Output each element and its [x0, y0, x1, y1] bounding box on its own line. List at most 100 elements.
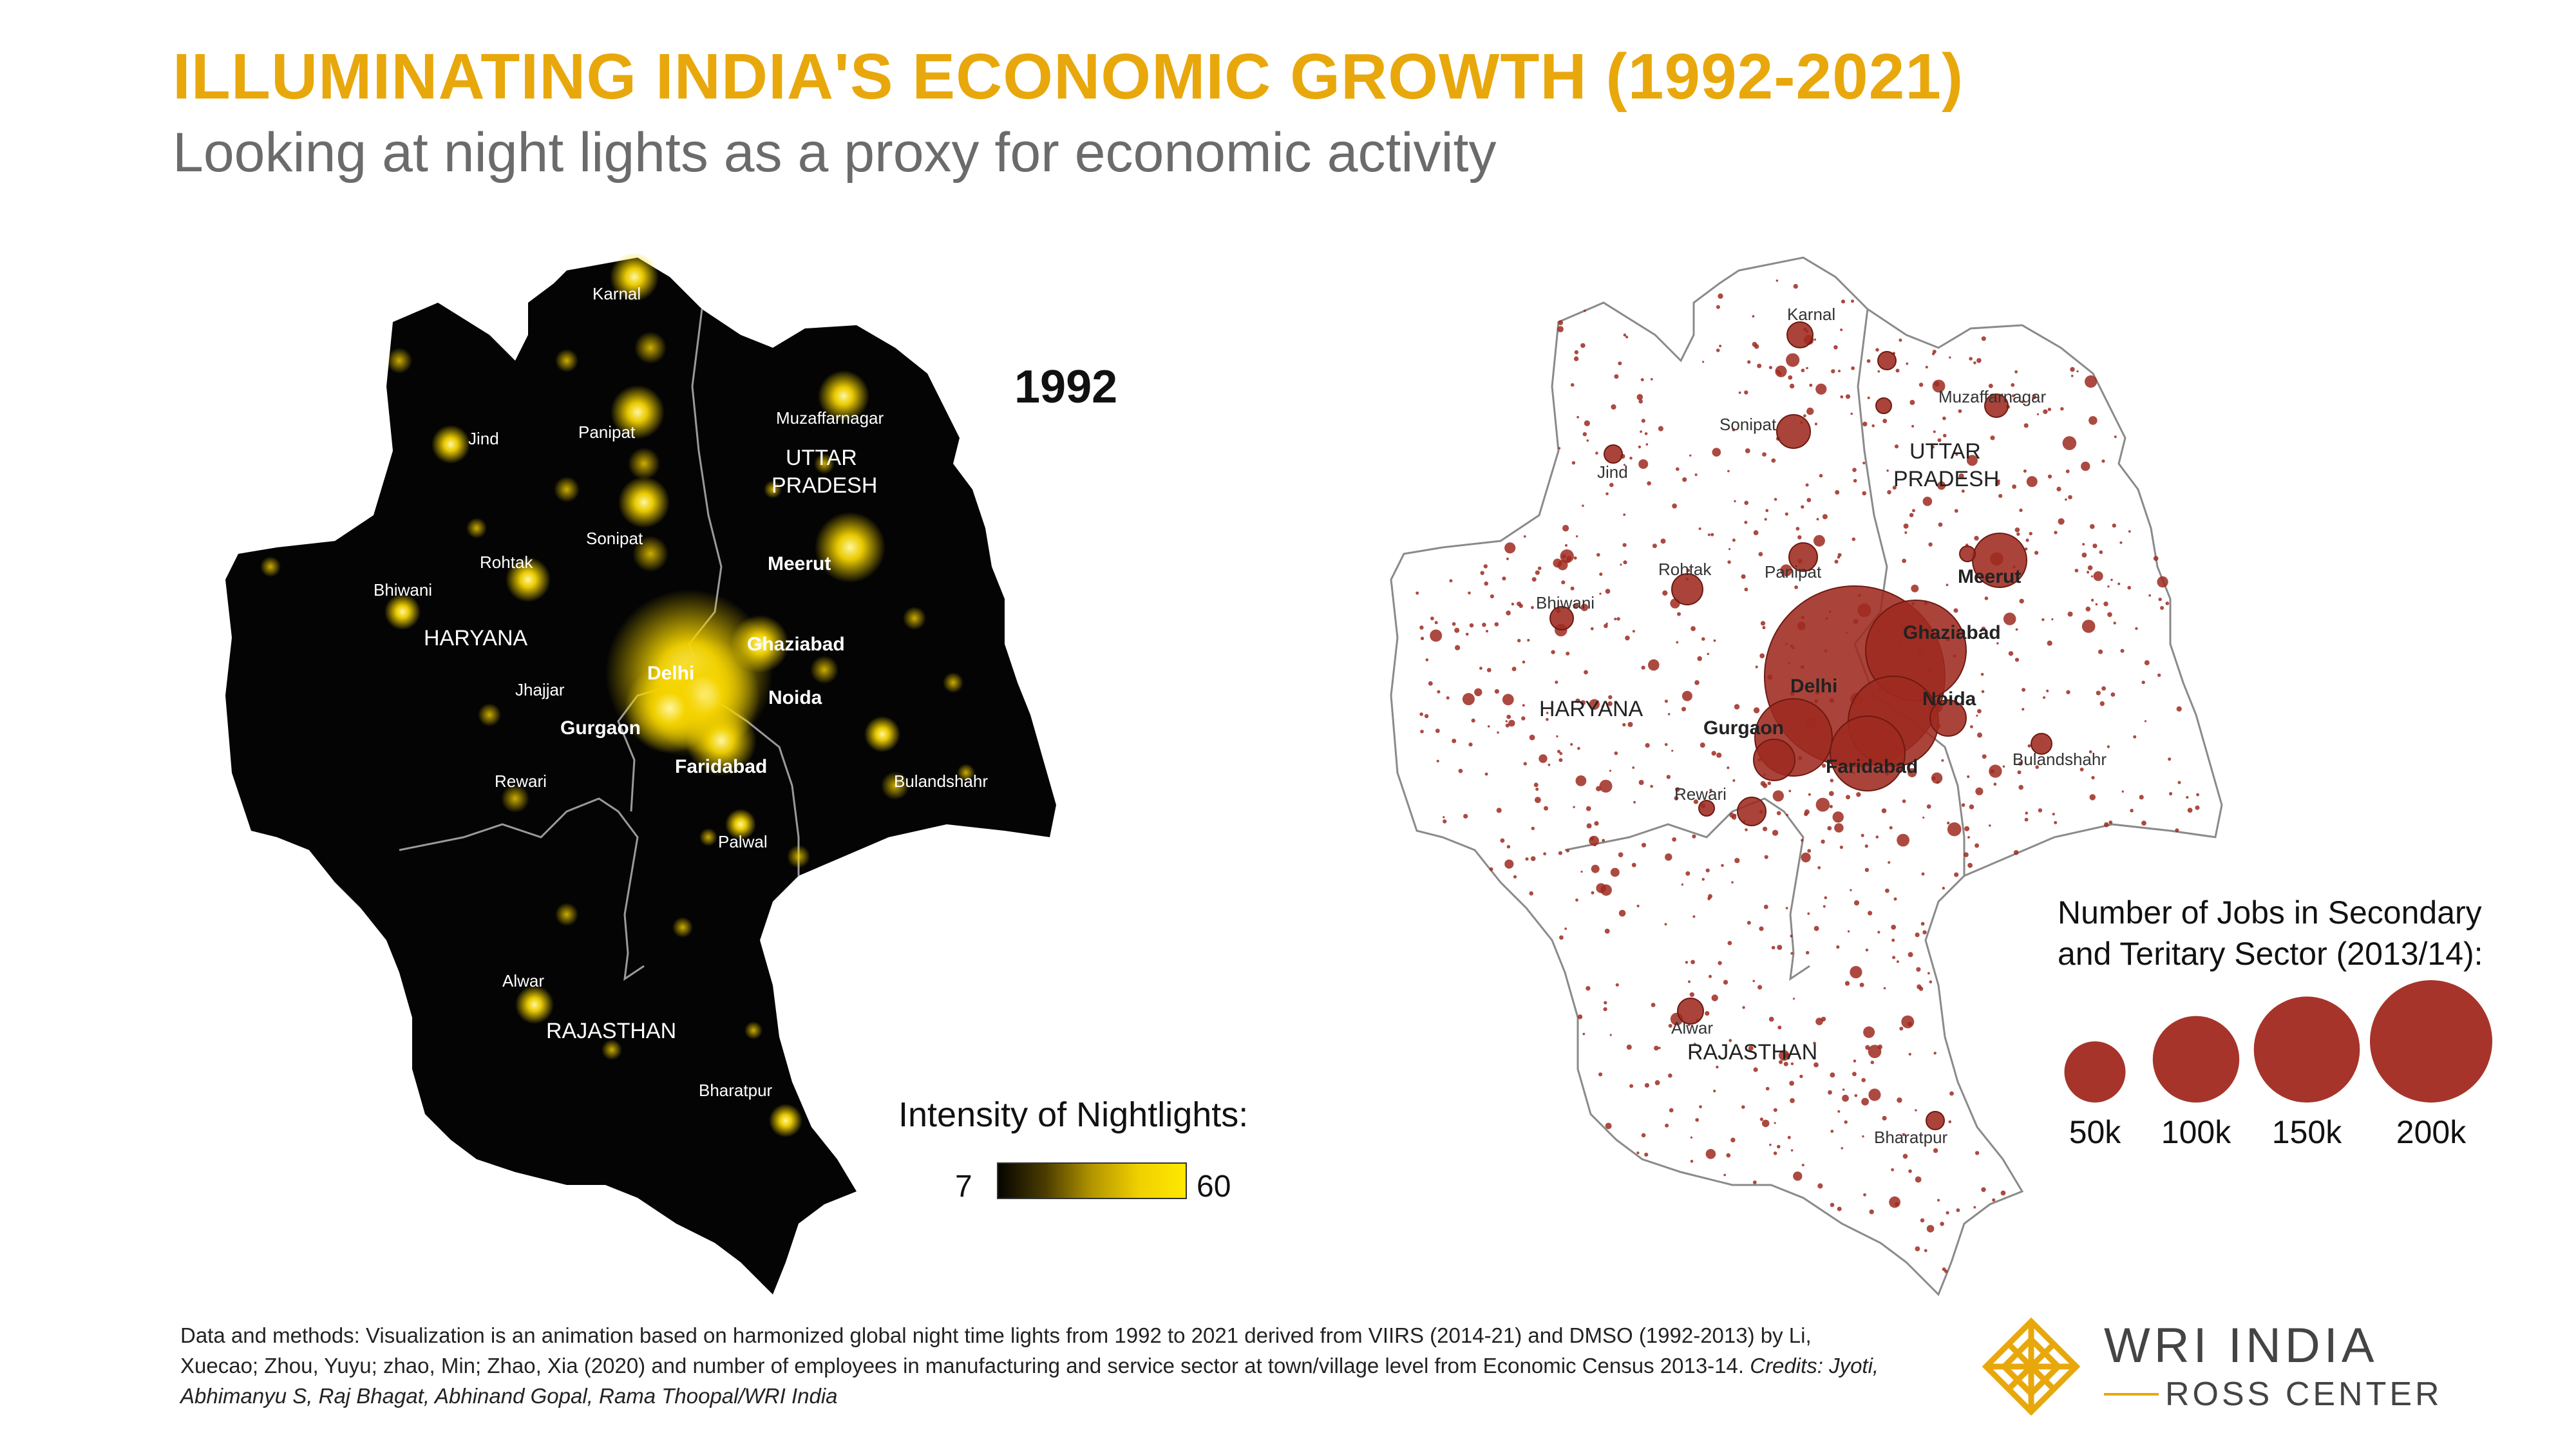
job-dot [1915, 1246, 1920, 1251]
job-dot [1566, 849, 1569, 853]
job-dot [1864, 867, 1870, 873]
job-dot [1862, 461, 1866, 465]
job-dot [1792, 998, 1795, 1000]
job-dot [1517, 639, 1521, 643]
job-dot [1937, 438, 1942, 442]
jobs-city-label: Ghaziabad [1903, 622, 2001, 643]
job-dot [1961, 489, 1965, 493]
job-dot [2113, 621, 2116, 625]
job-dot [1489, 867, 1493, 871]
job-dot [2070, 366, 2075, 372]
job-dot [1645, 743, 1650, 748]
job-dot [1502, 576, 1506, 581]
job-dot [1690, 960, 1696, 965]
job-dot [1989, 824, 1991, 827]
job-dot [2133, 735, 2137, 739]
job-dot [1546, 717, 1549, 721]
job-dot [2024, 817, 2029, 822]
job-dot [1688, 980, 1690, 983]
job-dot [2082, 543, 2085, 546]
job-dot [1744, 587, 1748, 592]
job-dot [1891, 938, 1895, 942]
job-dot [1506, 845, 1511, 849]
job-dot [1575, 535, 1578, 538]
job-dot [1956, 1208, 1960, 1213]
job-dot [1690, 1136, 1693, 1139]
nightlights-city-label: Rohtak [480, 553, 533, 572]
job-dot [1430, 629, 1443, 642]
job-dot [1933, 430, 1936, 433]
job-dot [1623, 513, 1626, 516]
job-dot [1942, 887, 1945, 890]
job-dot [1868, 1088, 1881, 1101]
job-dot [2058, 518, 2065, 525]
job-dot [1462, 693, 1475, 706]
job-dot [1636, 904, 1640, 907]
job-dot [1795, 527, 1800, 531]
job-dot [1834, 823, 1844, 833]
job-dot [1815, 1018, 1823, 1025]
job-dot [1641, 419, 1645, 423]
job-dot [1865, 1045, 1870, 1050]
job-dot [1831, 369, 1835, 374]
job-dot [1654, 1080, 1660, 1086]
job-dot [2081, 620, 2096, 633]
job-dot [1527, 639, 1530, 642]
job-dot [1575, 898, 1578, 902]
job-dot [1757, 363, 1762, 368]
job-dot [2018, 784, 2023, 790]
job-dot [1604, 929, 1610, 934]
job-dot [1745, 448, 1750, 453]
job-dot [2081, 553, 2087, 558]
job-dot [1918, 383, 1924, 387]
job-dot [2165, 601, 2170, 605]
job-dot [1698, 527, 1701, 530]
job-dot [1600, 884, 1612, 896]
job-dot [2085, 606, 2091, 612]
job-dot [1622, 723, 1626, 727]
job-dot [1623, 333, 1627, 337]
job-dot [2032, 395, 2037, 399]
job-dot [1947, 821, 1950, 825]
job-dot [1966, 455, 1978, 466]
jobs-legend-title-line1: Number of Jobs in Secondary [2058, 895, 2482, 931]
job-dot [2095, 603, 2098, 606]
jobs-state-haryana: HARYANA [1539, 697, 1643, 721]
job-dot [1868, 911, 1873, 916]
job-dot [1452, 739, 1457, 743]
job-dot [1638, 399, 1643, 404]
job-dot [1744, 390, 1748, 395]
job-dot [1539, 754, 1548, 763]
job-dot [1936, 781, 1940, 784]
job-dot [1577, 746, 1580, 750]
job-dot [1732, 538, 1736, 542]
job-dot [1535, 570, 1540, 575]
job-dot [2000, 1190, 2006, 1196]
job-dot [1854, 1094, 1858, 1097]
job-dot [1990, 435, 1995, 440]
job-dot [1867, 396, 1870, 399]
job-dot [1434, 621, 1438, 625]
job-dot [1650, 784, 1653, 788]
job-dot [1937, 1198, 1940, 1202]
job-dot [1730, 1137, 1736, 1142]
job-dot [1676, 641, 1679, 644]
job-dot [1681, 883, 1683, 886]
job-dot [1716, 752, 1722, 758]
job-dot [1933, 1148, 1938, 1153]
job-dot [1980, 672, 1984, 676]
job-dot [1458, 768, 1463, 773]
nightlights-state-haryana: HARYANA [424, 626, 528, 650]
job-dot [1626, 1045, 1632, 1050]
job-dot [1850, 412, 1853, 415]
job-dot [2041, 618, 2045, 621]
job-dot [1672, 503, 1678, 509]
job-dot [2107, 745, 2110, 748]
job-dot [1984, 596, 1989, 600]
job-dot [1970, 725, 1973, 728]
job-dot [1763, 826, 1768, 831]
job-dot [1504, 542, 1516, 554]
job-dot [1455, 645, 1461, 650]
job-dot [1829, 804, 1833, 808]
job-dot [1625, 635, 1630, 641]
